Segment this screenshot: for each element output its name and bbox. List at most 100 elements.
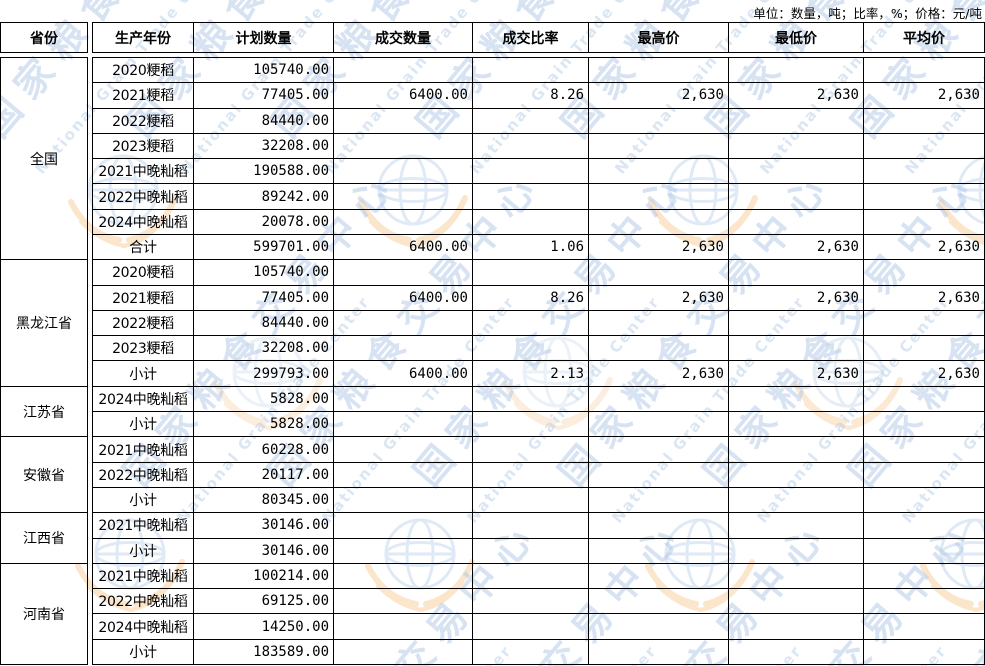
deal-qty-cell	[334, 386, 473, 413]
high-price-cell	[589, 412, 729, 438]
deal-qty-cell	[334, 589, 473, 615]
planned-qty-cell: 20078.00	[194, 209, 334, 236]
avg-price-cell: 2,630	[864, 235, 985, 261]
low-price-cell	[729, 538, 864, 564]
col-header-province: 省份	[0, 22, 88, 53]
high-price-cell	[589, 437, 729, 463]
province-cell: 江苏省	[1, 386, 88, 438]
avg-price-cell	[864, 639, 985, 665]
avg-price-cell	[864, 487, 985, 514]
deal-ratio-cell	[473, 386, 589, 413]
high-price-cell	[589, 563, 729, 590]
deal-qty-cell: 6400.00	[334, 361, 473, 387]
production-year-cell: 小计	[93, 639, 194, 665]
planned-qty-cell: 69125.00	[194, 589, 334, 615]
deal-ratio-cell	[473, 209, 589, 236]
low-price-cell	[729, 58, 864, 84]
low-price-cell: 2,630	[729, 285, 864, 311]
avg-price-cell	[864, 386, 985, 413]
high-price-cell: 2,630	[589, 361, 729, 387]
planned-qty-cell: 60228.00	[194, 437, 334, 463]
planned-qty-cell: 84440.00	[194, 310, 334, 337]
production-year-cell: 小计	[93, 538, 194, 564]
deal-ratio-cell	[473, 184, 589, 210]
col-header-high-price: 最高价	[589, 23, 729, 53]
deal-qty-cell: 6400.00	[334, 83, 473, 109]
high-price-cell	[589, 133, 729, 160]
high-price-cell	[589, 462, 729, 488]
production-year-cell: 2021中晚籼稻	[93, 159, 194, 185]
deal-qty-cell	[334, 614, 473, 640]
deal-qty-cell	[334, 260, 473, 286]
high-price-cell	[589, 336, 729, 362]
planned-qty-cell: 599701.00	[194, 235, 334, 261]
deal-qty-cell	[334, 184, 473, 210]
avg-price-cell: 2,630	[864, 361, 985, 387]
deal-qty-cell	[334, 563, 473, 590]
avg-price-cell	[864, 462, 985, 488]
province-cell: 黑龙江省	[1, 260, 88, 387]
deal-ratio-cell	[473, 108, 589, 134]
high-price-cell	[589, 639, 729, 665]
low-price-cell	[729, 462, 864, 488]
low-price-cell	[729, 437, 864, 463]
low-price-cell	[729, 589, 864, 615]
planned-qty-cell: 5828.00	[194, 412, 334, 438]
production-year-cell: 2020粳稻	[93, 58, 194, 84]
col-header-deal-qty: 成交数量	[334, 23, 473, 53]
table-header-row: 生产年份 计划数量 成交数量 成交比率 最高价 最低价 平均价	[92, 22, 985, 53]
deal-ratio-cell: 2.13	[473, 361, 589, 387]
planned-qty-cell: 32208.00	[194, 336, 334, 362]
avg-price-cell	[864, 513, 985, 539]
province-cell: 河南省	[1, 563, 88, 665]
deal-qty-cell	[334, 58, 473, 84]
deal-qty-cell	[334, 538, 473, 564]
deal-qty-cell	[334, 209, 473, 236]
planned-qty-cell: 299793.00	[194, 361, 334, 387]
low-price-cell: 2,630	[729, 235, 864, 261]
planned-qty-cell: 5828.00	[194, 386, 334, 413]
unit-note: 单位：数量，吨；比率，%；价格：元/吨	[753, 6, 982, 21]
avg-price-cell	[864, 412, 985, 438]
deal-qty-cell: 6400.00	[334, 235, 473, 261]
production-year-cell: 2020粳稻	[93, 260, 194, 286]
planned-qty-cell: 84440.00	[194, 108, 334, 134]
deal-qty-cell	[334, 336, 473, 362]
low-price-cell	[729, 159, 864, 185]
low-price-cell	[729, 184, 864, 210]
col-header-low-price: 最低价	[729, 23, 864, 53]
deal-ratio-cell	[473, 310, 589, 337]
production-year-cell: 小计	[93, 361, 194, 387]
avg-price-cell: 2,630	[864, 285, 985, 311]
deal-ratio-cell: 8.26	[473, 83, 589, 109]
avg-price-cell	[864, 108, 985, 134]
col-header-avg-price: 平均价	[864, 23, 985, 53]
deal-qty-cell	[334, 310, 473, 337]
production-year-cell: 小计	[93, 487, 194, 514]
avg-price-cell	[864, 159, 985, 185]
deal-ratio-cell	[473, 260, 589, 286]
avg-price-cell	[864, 437, 985, 463]
planned-qty-cell: 30146.00	[194, 513, 334, 539]
production-year-cell: 2022中晚籼稻	[93, 184, 194, 210]
high-price-cell	[589, 209, 729, 236]
planned-qty-cell: 100214.00	[194, 563, 334, 590]
high-price-cell: 2,630	[589, 285, 729, 311]
low-price-cell: 2,630	[729, 83, 864, 109]
avg-price-cell	[864, 336, 985, 362]
production-year-cell: 2021粳稻	[93, 83, 194, 109]
high-price-cell	[589, 589, 729, 615]
avg-price-cell	[864, 589, 985, 615]
deal-ratio-cell	[473, 614, 589, 640]
high-price-cell	[589, 614, 729, 640]
data-grid: 2020粳稻 105740.00 2021粳稻 77405.00 6400.00 8.26…	[92, 57, 985, 665]
province-cell: 安徽省	[1, 437, 88, 514]
low-price-cell	[729, 614, 864, 640]
deal-ratio-cell	[473, 538, 589, 564]
production-year-cell: 2023粳稻	[93, 133, 194, 160]
low-price-cell	[729, 310, 864, 337]
planned-qty-cell: 190588.00	[194, 159, 334, 185]
deal-qty-cell	[334, 487, 473, 514]
avg-price-cell	[864, 538, 985, 564]
deal-qty-cell	[334, 513, 473, 539]
